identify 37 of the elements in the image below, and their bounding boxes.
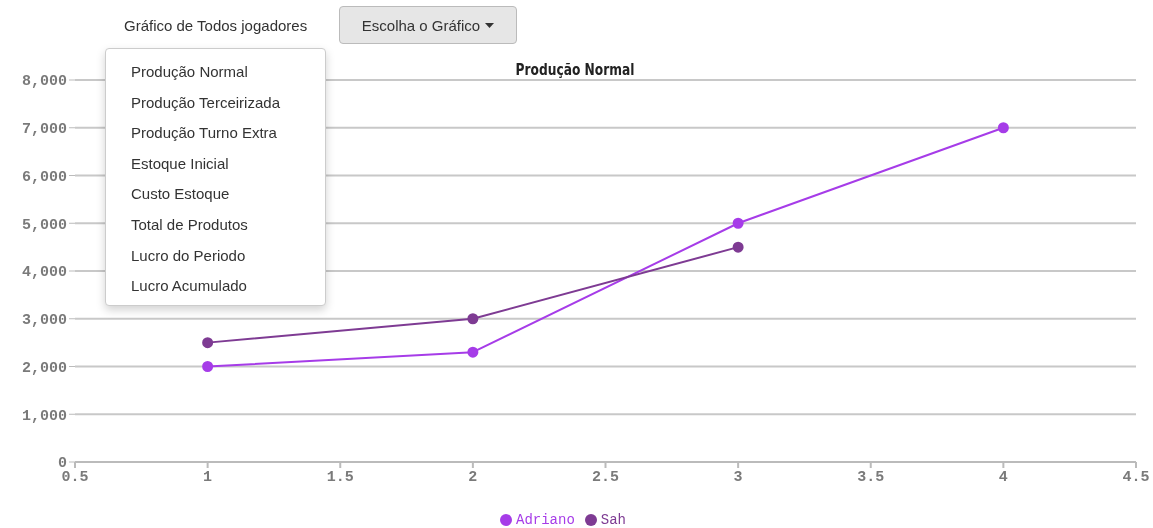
annotation: Lucro Acumulado [130,276,248,297]
text: Gráfico de Todos jogadores [124,17,308,34]
y-tick-label: 7,000 [21,121,67,139]
y-tick-label: 8,000 [21,73,67,91]
point [732,241,744,253]
legend-label: Sah [600,512,627,528]
x-tick-label: 1.5 [326,468,354,486]
annotation: Produção Terceirizada [130,92,281,113]
legend-label: Adriano [515,512,575,528]
annotation: Produção Normal [130,62,249,82]
y-tick-label: 6,000 [21,168,67,186]
annotation: Lucro do Periodo [130,245,247,266]
x-tick-label: 4 [998,468,1008,486]
x-tick-label: 3.5 [857,468,885,486]
y-tick-label: 2,000 [21,359,67,377]
point [467,313,479,325]
x-tick-label: 2.5 [591,468,620,486]
y-tick-label: 1,000 [21,407,67,425]
point [202,337,214,349]
point [997,122,1009,134]
y-tick-label: 5,000 [21,216,67,234]
annotation: Produção Turno Extra [130,123,278,144]
x-tick-label: 1 [203,468,213,486]
dropdown-button: Escolha o Gráfico [339,6,517,44]
x-tick-label: 0.5 [61,468,89,486]
annotation: Total de Produtos [130,214,249,235]
x-tick-label: 4.5 [1122,468,1150,486]
x-tick-label: 3 [733,468,743,486]
annotation: Estoque Inicial [130,153,230,174]
y-tick-label: 3,000 [21,312,67,330]
y-tick-label: 4,000 [21,264,67,282]
point [202,361,214,372]
point [732,217,744,229]
chart-title: Produção Normal [515,60,635,79]
x-tick-label: 2 [468,468,478,486]
annotation: Custo Estoque [130,184,231,205]
point [467,346,479,358]
